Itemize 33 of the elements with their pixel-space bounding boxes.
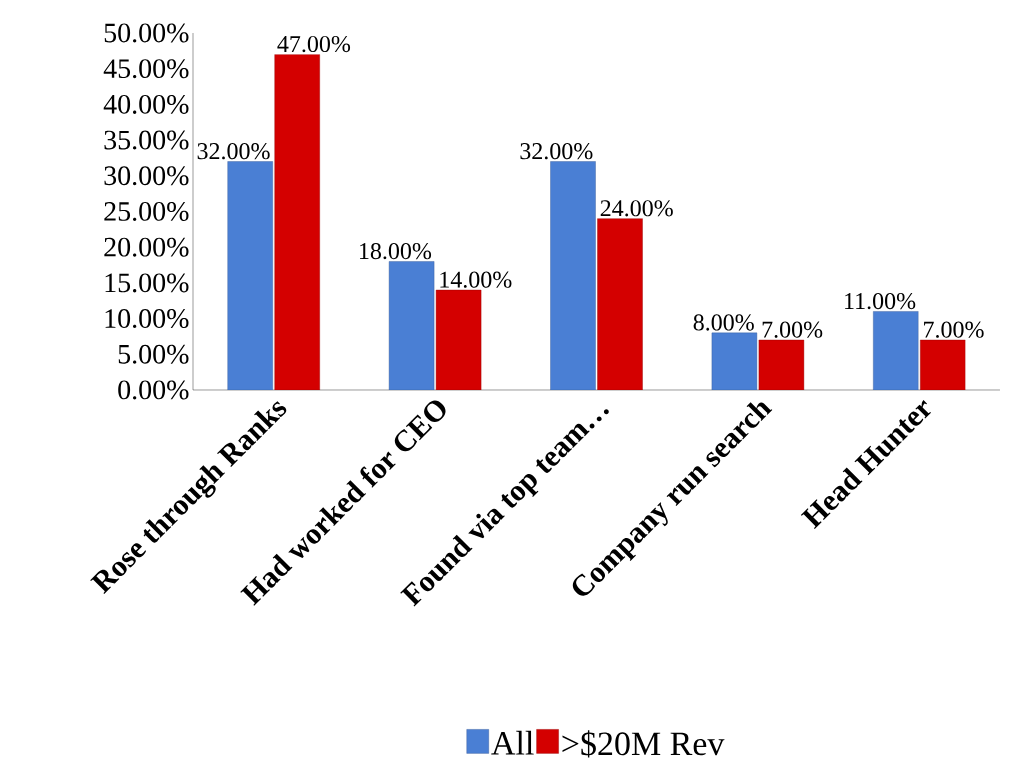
bar <box>711 332 758 390</box>
bar <box>758 339 805 390</box>
y-tick-label: 30.00% <box>104 166 189 186</box>
data-label: 32.00% <box>197 143 270 160</box>
data-label: 7.00% <box>924 321 984 338</box>
bar <box>435 289 482 390</box>
bar <box>597 218 643 390</box>
data-label: 47.00% <box>277 35 351 53</box>
y-tick-label: 20.00% <box>104 237 189 257</box>
bar <box>274 54 320 390</box>
y-tick-label: 40.00% <box>103 94 189 114</box>
data-label: 11.00% <box>845 292 916 310</box>
bar <box>550 161 596 390</box>
data-label: 32.00% <box>520 143 593 160</box>
y-tick-label: 5.00% <box>118 344 189 364</box>
bar <box>388 261 435 390</box>
data-label: 8.00% <box>693 314 754 331</box>
data-label: 7.00% <box>762 321 823 338</box>
data-label: 14.00% <box>440 271 512 288</box>
y-tick-label: 45.00% <box>103 59 189 79</box>
bar <box>873 311 919 390</box>
data-label: 24.00% <box>600 200 673 217</box>
y-tick-label: 10.00% <box>105 309 189 329</box>
data-label: 18.00% <box>360 242 432 260</box>
bar <box>227 161 273 390</box>
legend-label: >$20M Rev <box>562 730 725 758</box>
y-tick-label: 25.00% <box>104 201 189 221</box>
bar <box>920 339 966 390</box>
y-tick-label: 50.00% <box>104 23 189 43</box>
legend-label: All <box>491 730 534 755</box>
y-tick-label: 35.00% <box>104 130 189 150</box>
y-tick-label: 15.00% <box>105 273 189 293</box>
y-tick-label: 0.00% <box>118 380 189 400</box>
